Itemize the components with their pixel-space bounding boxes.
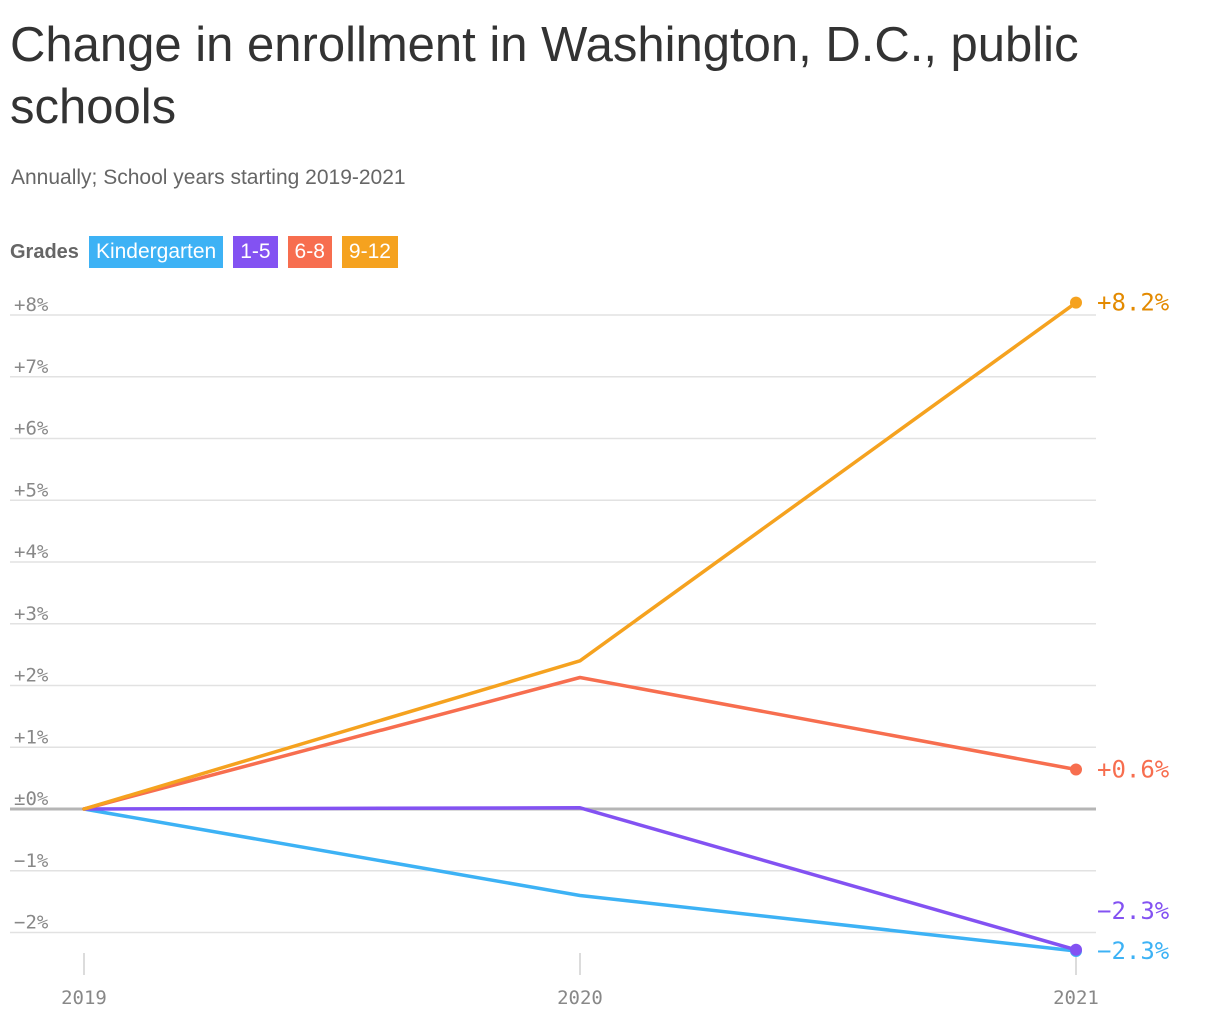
end-point-6-8 xyxy=(1070,763,1082,776)
y-tick-label: ±0% xyxy=(14,788,49,810)
legend-title: Grades xyxy=(10,240,79,263)
y-tick-label: +6% xyxy=(14,418,49,440)
end-label-9-12: +8.2% xyxy=(1097,289,1170,317)
y-tick-label: +2% xyxy=(14,665,49,687)
series-line-1-5 xyxy=(82,806,1078,952)
end-label-1-5: −2.3% xyxy=(1097,897,1170,925)
legend-item-grades-6-8[interactable]: 6-8 xyxy=(287,236,332,268)
chart-title: Change in enrollment in Washington, D.C.… xyxy=(10,18,1079,134)
chart-subtitle: Annually; School years starting 2019-202… xyxy=(11,166,406,189)
legend-item-grades-9-12[interactable]: 9-12 xyxy=(341,236,398,268)
x-tick-label: 2019 xyxy=(61,987,107,1009)
legend: Grades Kindergarten 1-5 6-8 9-12 xyxy=(10,236,398,268)
legend-item-kindergarten[interactable]: Kindergarten xyxy=(88,236,224,268)
end-label-kindergarten: −2.3% xyxy=(1097,937,1170,965)
y-tick-label: +4% xyxy=(14,541,49,563)
end-label-6-8: +0.6% xyxy=(1097,755,1170,783)
series-line-9-12 xyxy=(82,300,1078,811)
y-tick-label: +1% xyxy=(14,726,49,748)
y-tick-label: −2% xyxy=(14,912,49,934)
y-tick-label: +5% xyxy=(14,479,49,501)
series-line-6-8 xyxy=(82,675,1078,811)
series-line-kindergarten xyxy=(82,807,1078,953)
x-tick-label: 2020 xyxy=(557,987,603,1009)
y-tick-label: +7% xyxy=(14,356,49,378)
y-tick-label: +3% xyxy=(14,603,49,625)
y-tick-label: +8% xyxy=(14,294,49,316)
end-point-9-12 xyxy=(1070,296,1082,309)
legend-item-grades-1-5[interactable]: 1-5 xyxy=(233,236,278,268)
x-tick-label: 2021 xyxy=(1053,987,1099,1009)
y-tick-label: −1% xyxy=(14,850,49,872)
end-point-1-5 xyxy=(1070,943,1082,956)
